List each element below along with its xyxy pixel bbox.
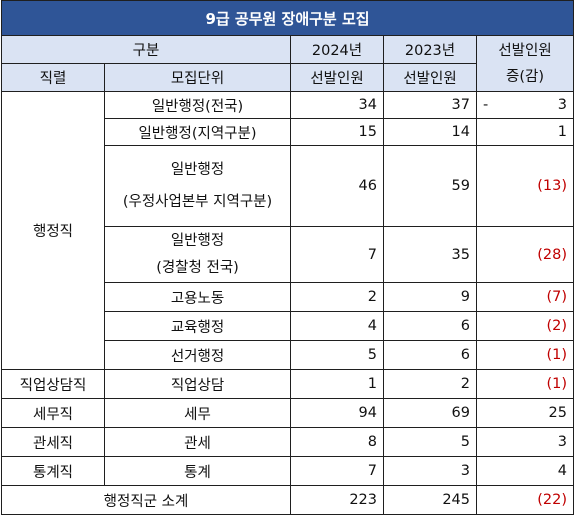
table-row: 직업상담직 직업상담 1 2 (1) [1, 369, 574, 399]
change-cell: (7) [476, 282, 574, 312]
value-2023: 69 [383, 398, 477, 428]
header-change: 선발인원 증(감) [476, 35, 574, 92]
recruitment-table: 9급 공무원 장애구분 모집 구분 2024년 2023년 선발인원 증(감) … [1, 0, 574, 515]
table-row: 행정직 일반행정(전국) 34 37 -3 [1, 91, 574, 370]
change-cell: 4 [476, 456, 574, 486]
value-2024: 8 [290, 427, 384, 457]
table-row: 일반행정 (경찰청 전국) 7 35 (28) [2, 226, 574, 283]
total-row: 행정직군 소계 223 245 (22) [1, 485, 574, 515]
value-2023: 35 [383, 226, 477, 283]
category-cell: 행정직 [1, 91, 105, 370]
value-2024: 15 [290, 118, 384, 146]
change-cell: 1 [476, 118, 574, 146]
change-cell: 25 [476, 398, 574, 428]
value-2023: 59 [383, 145, 477, 227]
unit-line-2: (우정사업본부 지역구분) [122, 194, 273, 210]
change-cell: (2) [476, 311, 574, 341]
unit-cell: 통계 [104, 456, 291, 486]
value-2023: 3 [383, 456, 477, 486]
unit-line-1: 일반행정 [170, 162, 225, 178]
change-sign: - [483, 97, 489, 113]
unit-cell: 세무 [104, 398, 291, 428]
unit-line-1: 일반행정 [170, 232, 225, 249]
change-cell: (1) [476, 369, 574, 399]
unit-line-2: (경찰청 전국) [156, 259, 239, 276]
change-cell: 3 [476, 427, 574, 457]
unit-cell: 직업상담 [104, 369, 291, 399]
category-cell: 세무직 [1, 398, 105, 428]
value-2023: 5 [383, 427, 477, 457]
value-2023: 9 [383, 282, 477, 312]
table-row: 관세직 관세 8 5 3 [1, 427, 574, 457]
unit-cell: 고용노동 [104, 282, 291, 312]
value-2023: 37 [383, 91, 477, 119]
category-cell: 통계직 [1, 456, 105, 486]
header-year-2024: 2024년 [290, 35, 384, 64]
change-value: 3 [557, 97, 567, 113]
change-cell: (28) [476, 226, 574, 283]
table-row: 일반행정(지역구분) 15 14 1 [2, 118, 574, 146]
value-2023: 6 [383, 340, 477, 370]
value-2024: 94 [290, 398, 384, 428]
value-2024: 5 [290, 340, 384, 370]
total-2024: 223 [290, 485, 384, 515]
unit-cell: 일반행정(지역구분) [104, 118, 291, 146]
table-row: 세무직 세무 94 69 25 [1, 398, 574, 428]
header-group: 구분 [1, 35, 291, 64]
value-2024: 34 [290, 91, 384, 119]
header-change-bottom: 증(감) [506, 68, 544, 85]
total-label: 행정직군 소계 [1, 485, 291, 515]
header-selected-2024: 선발인원 [290, 63, 384, 92]
change-cell: (13) [476, 145, 574, 227]
unit-cell: 교육행정 [104, 311, 291, 341]
table-row: 통계직 통계 7 3 4 [1, 456, 574, 486]
unit-cell: 일반행정 (우정사업본부 지역구분) [104, 145, 291, 227]
value-2024: 46 [290, 145, 384, 227]
value-2024: 7 [290, 226, 384, 283]
value-2023: 14 [383, 118, 477, 146]
value-2024: 4 [290, 311, 384, 341]
table-title: 9급 공무원 장애구분 모집 [1, 0, 574, 36]
header-change-top: 선발인원 [498, 42, 552, 59]
unit-cell: 관세 [104, 427, 291, 457]
change-cell: -3 [476, 91, 574, 119]
header-category: 직렬 [1, 63, 105, 92]
value-2024: 7 [290, 456, 384, 486]
value-2024: 2 [290, 282, 384, 312]
header-selected-2023: 선발인원 [383, 63, 477, 92]
table-row: 일반행정 (우정사업본부 지역구분) 46 59 (13) [2, 145, 574, 227]
unit-cell: 일반행정(전국) [104, 91, 291, 119]
category-cell: 직업상담직 [1, 369, 105, 399]
value-2024: 1 [290, 369, 384, 399]
total-2023: 245 [383, 485, 477, 515]
header-year-2023: 2023년 [383, 35, 477, 64]
category-cell: 관세직 [1, 427, 105, 457]
unit-cell: 일반행정 (경찰청 전국) [104, 226, 291, 283]
value-2023: 6 [383, 311, 477, 341]
value-2023: 2 [383, 369, 477, 399]
total-change: (22) [476, 485, 574, 515]
header-unit: 모집단위 [104, 63, 291, 92]
unit-cell: 선거행정 [104, 340, 291, 370]
change-cell: (1) [476, 340, 574, 370]
